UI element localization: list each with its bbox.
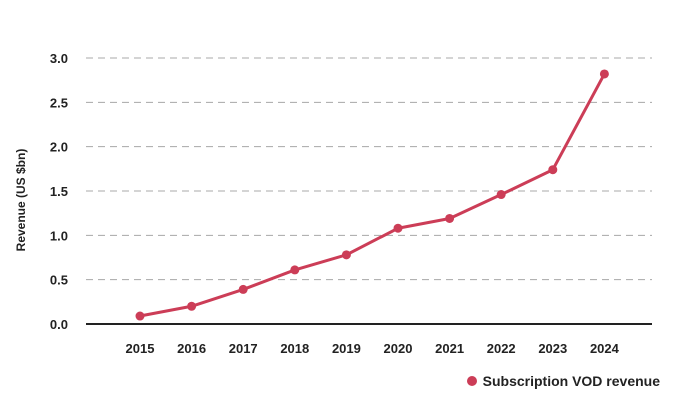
data-point-2019 [341, 250, 351, 260]
data-point-2016 [187, 301, 197, 311]
data-point-2015 [135, 311, 145, 321]
x-tick-label-6: 2021 [435, 341, 464, 356]
legend: Subscription VOD revenue [466, 373, 660, 389]
x-tick-label-1: 2016 [177, 341, 206, 356]
y-axis-ticks: 0.0 0.5 1.0 1.5 2.0 2.5 3.0 [50, 51, 68, 332]
y-tick-label-6: 3.0 [50, 51, 68, 66]
series-group [135, 69, 609, 321]
data-point-2018 [290, 265, 300, 275]
y-tick-label-1: 0.5 [50, 273, 68, 288]
legend-label: Subscription VOD revenue [482, 373, 660, 389]
data-point-2021 [445, 213, 455, 223]
x-tick-label-7: 2022 [487, 341, 516, 356]
x-tick-label-3: 2018 [280, 341, 309, 356]
x-tick-label-4: 2019 [332, 341, 361, 356]
legend-swatch [466, 376, 477, 386]
data-point-2017 [238, 284, 248, 294]
data-point-2024 [599, 69, 609, 79]
y-axis-label: Revenue (US $bn) [14, 149, 28, 252]
y-tick-label-4: 2.0 [50, 140, 68, 155]
y-tick-label-3: 1.5 [50, 184, 68, 199]
x-tick-label-2: 2017 [229, 341, 258, 356]
data-point-2023 [548, 165, 558, 175]
gridlines [86, 57, 652, 281]
x-axis-ticks: 2015 2016 2017 2018 2019 2020 2021 2022 2023 2024 [126, 341, 620, 356]
data-point-2020 [393, 223, 403, 233]
x-tick-label-5: 2020 [384, 341, 413, 356]
x-tick-label-9: 2024 [590, 341, 620, 356]
data-point-2022 [496, 190, 506, 200]
y-tick-label-0: 0.0 [50, 317, 68, 332]
x-tick-label-8: 2023 [538, 341, 567, 356]
y-tick-label-5: 2.5 [50, 95, 68, 110]
y-tick-label-2: 1.0 [50, 228, 68, 243]
x-tick-label-0: 2015 [126, 341, 155, 356]
series-line-0 [138, 72, 606, 318]
